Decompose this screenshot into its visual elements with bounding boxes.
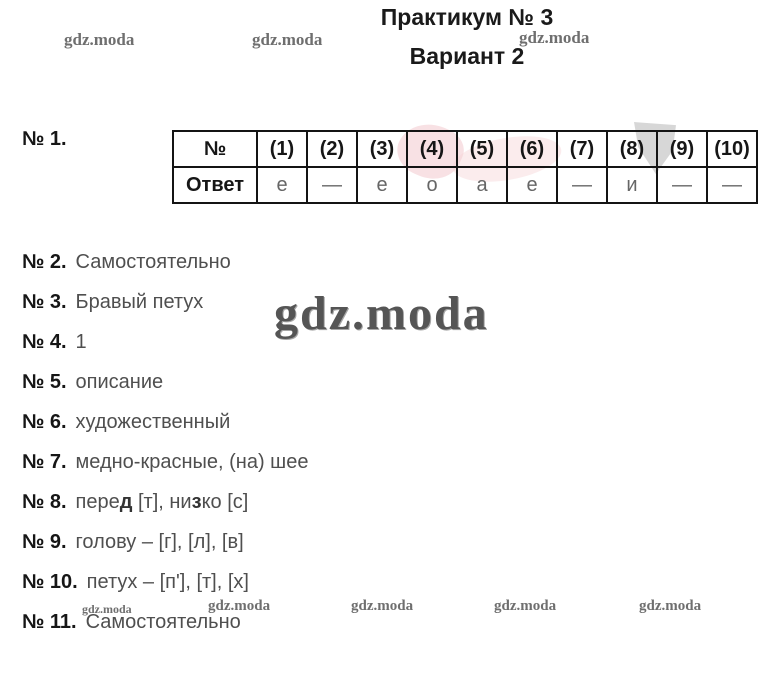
watermark-gdz-moda: gdz.moda bbox=[82, 602, 132, 616]
watermark-gdz-moda: gdz.moda bbox=[639, 598, 702, 614]
table-header-cell: (8) bbox=[606, 130, 658, 168]
table-answer-cell: — bbox=[556, 166, 608, 204]
answer-item: № 2. Самостоятельно bbox=[22, 250, 231, 274]
table-answer-cell: е bbox=[256, 166, 308, 204]
item-label: № 8. bbox=[22, 491, 67, 513]
table-header-cell: (10) bbox=[706, 130, 758, 168]
item-text: 1 bbox=[75, 331, 87, 353]
page-title: Практикум № 3 bbox=[380, 4, 554, 30]
item-text: описание bbox=[75, 371, 164, 393]
item-label: № 2. bbox=[22, 251, 67, 273]
item-text: художественный bbox=[75, 411, 231, 433]
item-text: Самостоятельно bbox=[75, 251, 231, 273]
table-header-cell: (5) bbox=[456, 130, 508, 168]
item-text: петух – [п'], [т], [х] bbox=[86, 571, 249, 593]
item-text: Бравый петух bbox=[75, 291, 204, 313]
item-label: № 11. bbox=[22, 611, 77, 633]
table-header-cell: (2) bbox=[306, 130, 358, 168]
watermark-gdz-moda: gdz.moda bbox=[519, 28, 590, 47]
table-answer-cell: а bbox=[456, 166, 508, 204]
answer-item: № 6. художественный bbox=[22, 410, 230, 434]
table-header-cell: (3) bbox=[356, 130, 408, 168]
answers-table: № (1) (2) (3) (4) (5) (6) (7) (8) (9) (10) Ответ … bbox=[172, 130, 758, 204]
item-label: № 4. bbox=[22, 331, 67, 353]
item-label: № 5. bbox=[22, 371, 67, 393]
item-label: № 10. bbox=[22, 571, 78, 593]
table-header-cell: (4) bbox=[406, 130, 458, 168]
table-answer-cell: — bbox=[656, 166, 708, 204]
table-header-cell: (7) bbox=[556, 130, 608, 168]
watermark-gdz-moda-large: gdz.moda bbox=[274, 287, 489, 340]
item-text: голову – [г], [л], [в] bbox=[75, 531, 244, 553]
table-header-cell: (1) bbox=[256, 130, 308, 168]
answer-item: № 4. 1 bbox=[22, 330, 87, 354]
answer-item: № 8. перед [т], низко [с] bbox=[22, 490, 248, 514]
answer-item: № 9. голову – [г], [л], [в] bbox=[22, 530, 244, 554]
item-label: № 3. bbox=[22, 291, 67, 313]
table-answer-cell: е bbox=[356, 166, 408, 204]
table-header-cell: (9) bbox=[656, 130, 708, 168]
watermark-gdz-moda: gdz.moda bbox=[64, 30, 135, 49]
table-answer-label: Ответ bbox=[172, 166, 258, 204]
answer-item: № 3. Бравый петух bbox=[22, 290, 203, 314]
item-label-1: № 1. bbox=[22, 128, 67, 150]
watermark-gdz-moda: gdz.moda bbox=[252, 30, 323, 49]
table-header-row: № (1) (2) (3) (4) (5) (6) (7) (8) (9) (10) bbox=[172, 130, 758, 168]
watermark-gdz-moda: gdz.moda bbox=[494, 598, 557, 614]
table-header-cell: (6) bbox=[506, 130, 558, 168]
item-text: медно-красные, (на) шее bbox=[75, 451, 309, 473]
table-answer-cell: о bbox=[406, 166, 458, 204]
watermark-gdz-moda: gdz.moda bbox=[351, 598, 414, 614]
table-answer-cell: — bbox=[706, 166, 758, 204]
watermark-gdz-moda: gdz.moda bbox=[208, 598, 271, 614]
answer-item: № 5. описание bbox=[22, 370, 163, 394]
item-label: № 7. bbox=[22, 451, 67, 473]
table-number-label: № bbox=[172, 130, 258, 168]
item-text: перед [т], низко [с] bbox=[75, 491, 249, 513]
answer-item: № 10. петух – [п'], [т], [х] bbox=[22, 570, 249, 594]
item-label: № 6. bbox=[22, 411, 67, 433]
table-answer-row: Ответ е — е о а е — и — — bbox=[172, 166, 758, 204]
table-answer-cell: и bbox=[606, 166, 658, 204]
table-answer-cell: — bbox=[306, 166, 358, 204]
table-answer-cell: е bbox=[506, 166, 558, 204]
item-label: № 9. bbox=[22, 531, 67, 553]
answer-item: № 7. медно-красные, (на) шее bbox=[22, 450, 308, 474]
page-subtitle: Вариант 2 bbox=[409, 43, 525, 69]
